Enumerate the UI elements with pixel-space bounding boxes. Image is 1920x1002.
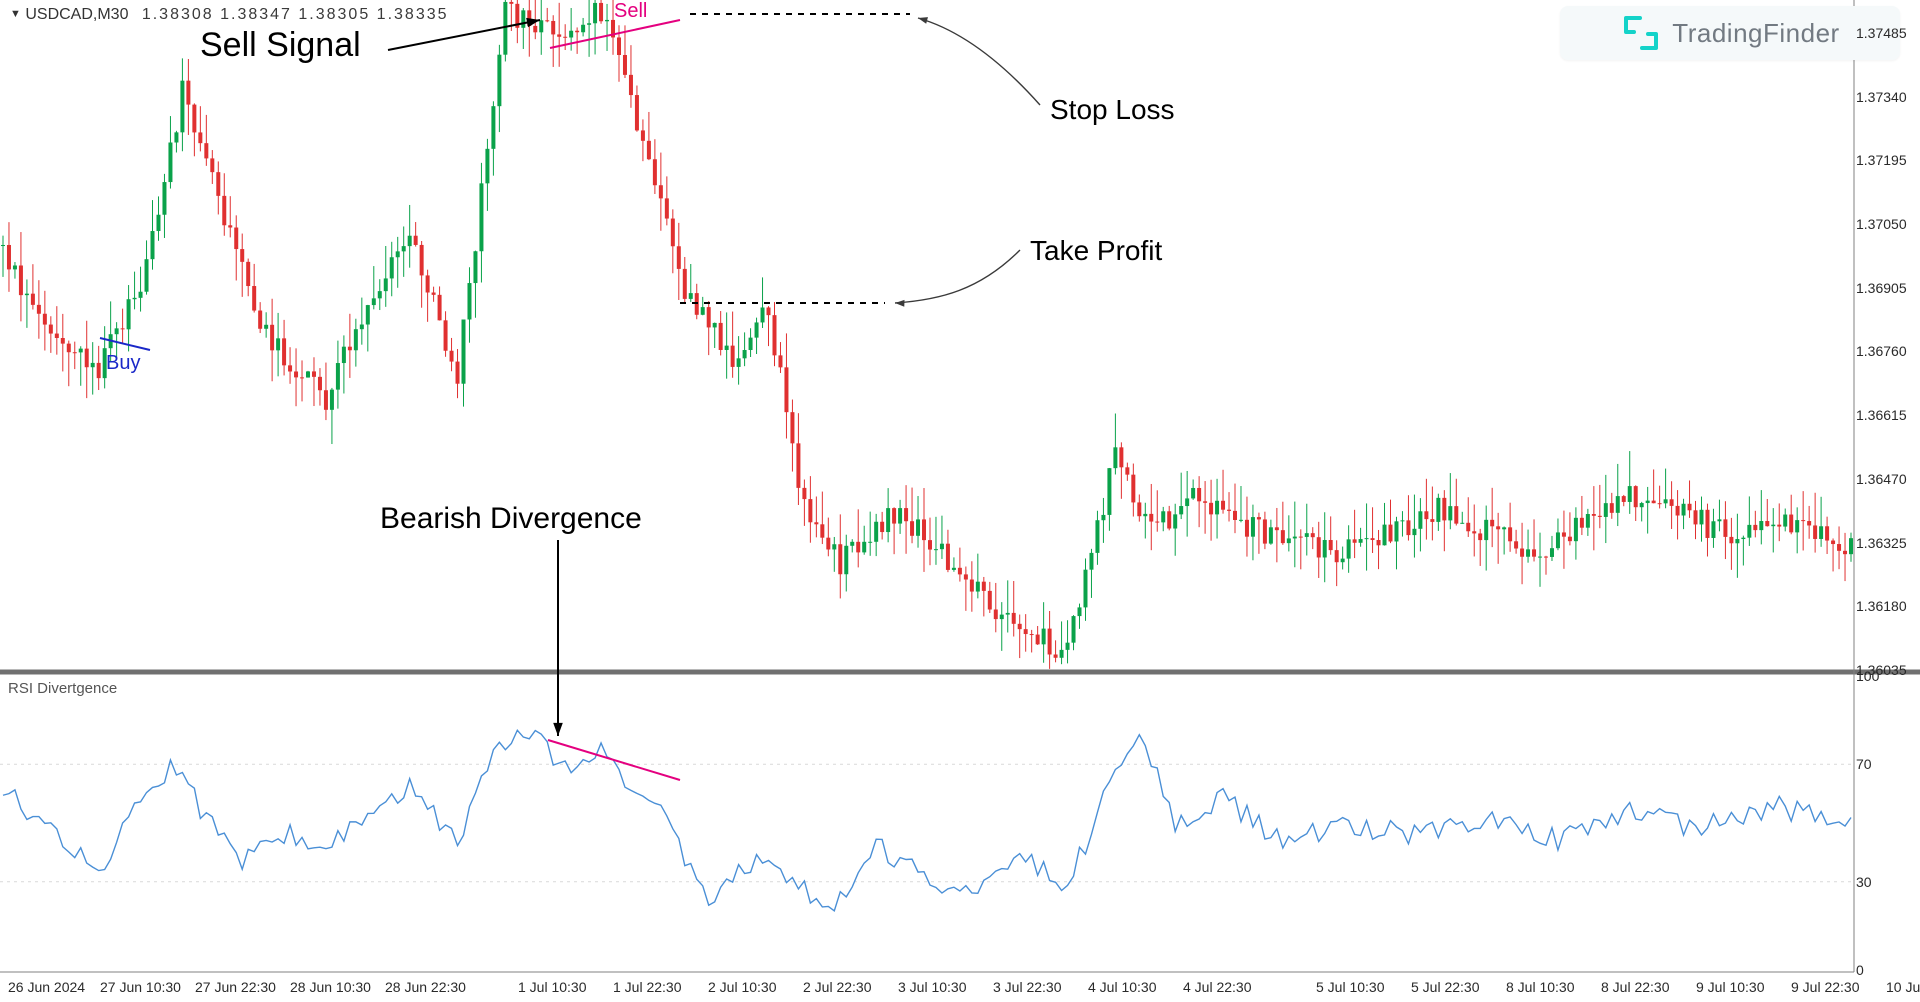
price-y-tick: 1.36760 — [1856, 343, 1916, 359]
rsi-y-tick: 100 — [1856, 668, 1916, 684]
x-tick: 27 Jun 22:30 — [195, 979, 276, 995]
buy-label: Buy — [106, 352, 140, 375]
x-tick: 4 Jul 10:30 — [1088, 979, 1157, 995]
symbol-name: USDCAD,M30 — [25, 6, 128, 23]
price-y-tick: 1.36180 — [1856, 598, 1916, 614]
take-profit-arrow — [895, 250, 1020, 307]
price-y-tick: 1.37485 — [1856, 25, 1916, 41]
x-tick: 5 Jul 10:30 — [1316, 979, 1385, 995]
price-y-tick: 1.36905 — [1856, 280, 1916, 296]
x-tick: 1 Jul 10:30 — [518, 979, 587, 995]
rsi-y-tick: 70 — [1856, 756, 1916, 772]
x-tick: 2 Jul 10:30 — [708, 979, 777, 995]
price-y-tick: 1.36325 — [1856, 535, 1916, 551]
ohlc-values: 1.38308 1.38347 1.38305 1.38335 — [142, 6, 449, 23]
sell-signal-label: Sell Signal — [200, 26, 361, 65]
x-tick: 8 Jul 22:30 — [1601, 979, 1670, 995]
rsi-indicator-label: RSI Divertgence — [8, 680, 117, 697]
rsi-y-tick: 0 — [1856, 962, 1916, 978]
logo: TradingFinder — [1560, 6, 1900, 60]
dropdown-icon[interactable]: ▼ — [10, 8, 21, 20]
price-y-tick: 1.36615 — [1856, 407, 1916, 423]
price-y-tick: 1.37195 — [1856, 152, 1916, 168]
x-tick: 3 Jul 10:30 — [898, 979, 967, 995]
chart-svg[interactable] — [0, 0, 1920, 997]
logo-text: TradingFinder — [1672, 18, 1839, 49]
stop-loss-label: Stop Loss — [1050, 94, 1175, 126]
symbol-info[interactable]: ▼ USDCAD,M30 1.38308 1.38347 1.38305 1.3… — [10, 6, 449, 24]
logo-icon — [1620, 12, 1662, 54]
x-tick: 2 Jul 22:30 — [803, 979, 872, 995]
x-tick: 8 Jul 10:30 — [1506, 979, 1575, 995]
rsi-line — [3, 730, 1851, 911]
x-tick: 5 Jul 22:30 — [1411, 979, 1480, 995]
rsi-divergence-line — [548, 740, 680, 780]
chart-container: ▼ USDCAD,M30 1.38308 1.38347 1.38305 1.3… — [0, 0, 1920, 997]
x-tick: 27 Jun 10:30 — [100, 979, 181, 995]
x-tick: 28 Jun 10:30 — [290, 979, 371, 995]
sell-label: Sell — [614, 0, 647, 23]
stop-loss-arrow — [918, 17, 1040, 105]
x-tick: 26 Jun 2024 — [8, 979, 85, 995]
x-tick: 28 Jun 22:30 — [385, 979, 466, 995]
x-tick: 10 Jul 10:30 — [1886, 979, 1920, 995]
price-y-tick: 1.37050 — [1856, 216, 1916, 232]
bearish-label: Bearish Divergence — [380, 502, 642, 536]
x-tick: 1 Jul 22:30 — [613, 979, 682, 995]
rsi-y-tick: 30 — [1856, 874, 1916, 890]
x-tick: 9 Jul 22:30 — [1791, 979, 1860, 995]
price-y-tick: 1.37340 — [1856, 89, 1916, 105]
bearish-arrow — [553, 540, 563, 736]
price-y-tick: 1.36470 — [1856, 471, 1916, 487]
take-profit-label: Take Profit — [1030, 235, 1162, 267]
x-tick: 9 Jul 10:30 — [1696, 979, 1765, 995]
candlestick-series — [1, 0, 1853, 669]
buy-trendline — [100, 338, 150, 350]
x-tick: 3 Jul 22:30 — [993, 979, 1062, 995]
x-tick: 4 Jul 22:30 — [1183, 979, 1252, 995]
